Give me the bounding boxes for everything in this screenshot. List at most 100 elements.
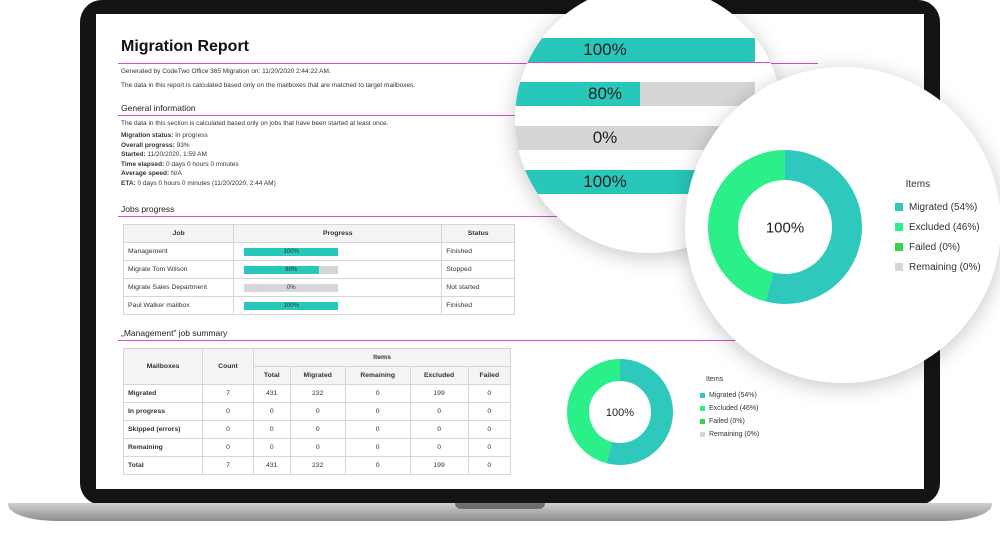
legend-swatch	[895, 243, 903, 251]
table-cell: 0	[253, 420, 291, 439]
items-legend-zoomed: Items Migrated (54%) Excluded (46%) Failed…	[895, 179, 981, 277]
items-legend: Items Migrated (54%) Excluded (46%) Failed…	[700, 376, 759, 441]
progress-label: 100%	[283, 302, 299, 309]
progress-fill	[244, 301, 339, 310]
job-progress: 80%	[233, 260, 443, 279]
job-name: Paul Walker mailbox	[122, 296, 235, 315]
legend-label: Migrated (54%)	[909, 201, 978, 213]
table-cell: 0	[202, 402, 254, 421]
table-cell: 0	[289, 438, 346, 457]
legend-title-zoomed: Items	[905, 179, 931, 190]
table-cell: 232	[289, 456, 346, 475]
table-cell: 0	[202, 420, 254, 439]
column-header-status: Status	[441, 224, 515, 243]
progress-label: 100%	[283, 248, 299, 255]
table-cell: 431	[253, 384, 291, 403]
progress-label: 0%	[286, 284, 296, 291]
legend-swatch	[895, 203, 903, 211]
general-info-line: Started: 11/20/2020, 1:59 AM	[121, 151, 207, 158]
legend-label: Failed (0%)	[709, 418, 745, 425]
report-screen: Migration Report Generated by CodeTwo Of…	[96, 14, 924, 489]
legend-swatch	[700, 393, 705, 398]
table-cell: 0	[409, 438, 469, 457]
summary-heading: „Management” job summary	[121, 328, 228, 338]
progress-fill	[244, 247, 339, 256]
generated-text: Generated by CodeTwo Office 365 Migratio…	[121, 68, 331, 75]
progress-fill	[515, 38, 755, 62]
legend-label: Migrated (54%)	[709, 392, 757, 399]
general-heading: General information	[121, 103, 196, 113]
table-cell: 199	[409, 384, 469, 403]
title-divider	[118, 63, 818, 64]
column-header-progress: Progress	[233, 224, 443, 243]
table-row: In progress 0 0 0 0 0 0	[123, 402, 512, 421]
table-cell: 0	[467, 456, 512, 475]
table-row: Management 100% Finished	[122, 242, 515, 261]
laptop-notch	[455, 503, 545, 509]
table-cell: 0	[409, 402, 469, 421]
legend-label: Remaining (0%)	[709, 431, 760, 438]
items-donut-chart: 100%	[567, 359, 673, 465]
legend-label: Remaining (0%)	[909, 261, 981, 273]
table-cell: 0	[467, 420, 512, 439]
info-label: Overall progress:	[121, 141, 175, 149]
row-header: In progress	[123, 402, 203, 421]
legend-item: Remaining (0%)	[700, 428, 759, 441]
info-label: Time elapsed:	[121, 160, 165, 168]
donut-center-label: 100%	[606, 407, 634, 419]
progress-bar: 0%	[244, 283, 339, 292]
progress-label: 100%	[583, 172, 627, 191]
legend-item: Excluded (46%)	[895, 217, 981, 237]
legend-item: Migrated (54%)	[700, 389, 759, 402]
job-status: Finished	[441, 242, 515, 261]
table-cell: 7	[202, 384, 254, 403]
progress-bar: 80%	[244, 265, 339, 274]
table-cell: 0	[344, 402, 411, 421]
legend-label: Excluded (46%)	[909, 221, 980, 233]
info-label: ETA:	[121, 179, 136, 187]
legend-swatch	[700, 432, 705, 437]
report-note: The data in this report is calculated ba…	[121, 82, 416, 89]
job-progress: 0%	[233, 278, 443, 297]
legend-swatch	[895, 223, 903, 231]
table-cell: 0	[202, 438, 254, 457]
job-progress: 100%	[233, 296, 443, 315]
job-name: Management	[122, 242, 235, 261]
table-cell: 0	[467, 402, 512, 421]
donut-slice	[708, 150, 862, 304]
progress-label: 100%	[583, 40, 627, 59]
info-value: In progress	[173, 132, 208, 139]
table-row: Migrate Tom Wilson 80% Stopped	[122, 260, 515, 279]
zoom-divider	[515, 62, 783, 63]
table-row: Remaining 0 0 0 0 0 0	[123, 438, 512, 457]
column-header-item: Migrated	[289, 366, 346, 385]
table-row: Migrate Sales Department 0% Not started	[122, 278, 515, 297]
jobs-heading: Jobs progress	[121, 204, 175, 214]
page-title: Migration Report	[121, 38, 249, 55]
progress-label: 80%	[285, 266, 298, 273]
table-cell: 431	[253, 456, 291, 475]
progress-fill	[244, 265, 320, 274]
column-header-mailboxes: Mailboxes	[123, 348, 203, 385]
job-status: Not started	[441, 278, 515, 297]
table-cell: 0	[344, 456, 411, 475]
summary-table: Mailboxes Count Items Total Migrated Remai…	[123, 348, 512, 475]
job-progress: 100%	[233, 242, 443, 261]
legend-item: Migrated (54%)	[895, 197, 981, 217]
job-name: Migrate Sales Department	[122, 278, 235, 297]
table-cell: 7	[202, 456, 254, 475]
row-header: Migrated	[123, 384, 203, 403]
column-header-item: Failed	[467, 366, 512, 385]
info-value: 93%	[174, 141, 190, 149]
general-info-line: Overall progress: 93%	[121, 142, 190, 149]
info-value: 0 days 0 hours 0 minutes	[164, 160, 239, 168]
job-status: Finished	[441, 296, 515, 315]
table-cell: 232	[289, 384, 346, 403]
legend-label: Excluded (46%)	[709, 405, 759, 412]
column-header-job: Job	[122, 224, 235, 243]
info-label: Started:	[121, 151, 146, 158]
legend-item: Failed (0%)	[895, 237, 981, 257]
general-info-line: Time elapsed: 0 days 0 hours 0 minutes	[121, 161, 239, 168]
legend-swatch	[700, 406, 705, 411]
table-cell: 0	[253, 402, 291, 421]
